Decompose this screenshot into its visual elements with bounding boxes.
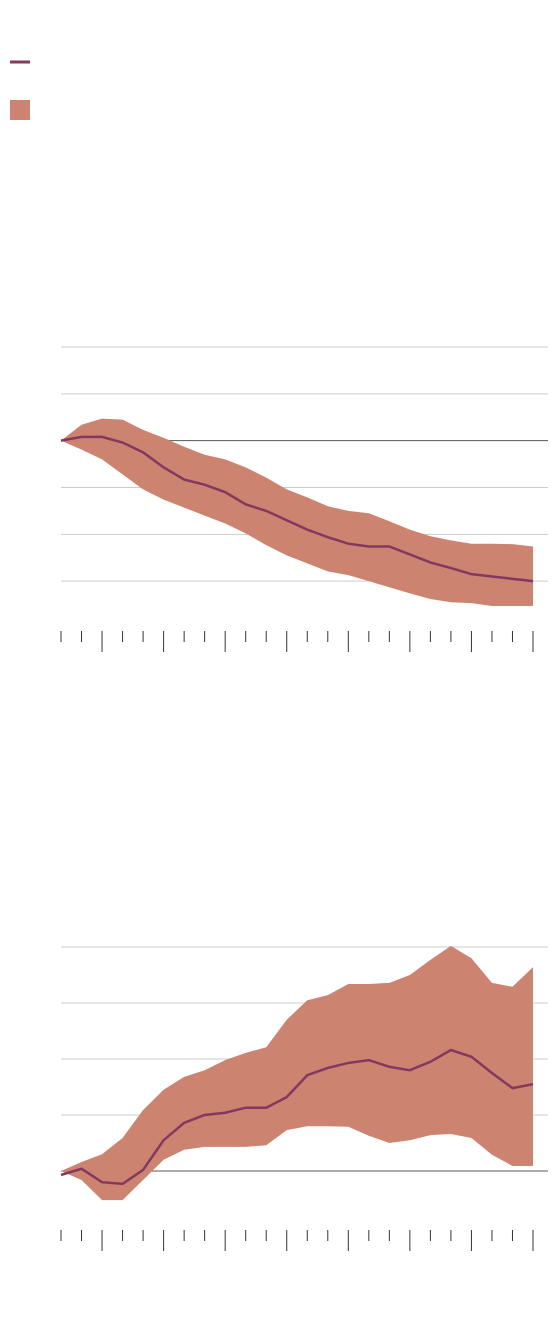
- band: [61, 418, 533, 606]
- line: [60, 1048, 534, 1186]
- line: [60, 435, 534, 583]
- band: [61, 945, 533, 1201]
- legend-band: [10, 100, 30, 120]
